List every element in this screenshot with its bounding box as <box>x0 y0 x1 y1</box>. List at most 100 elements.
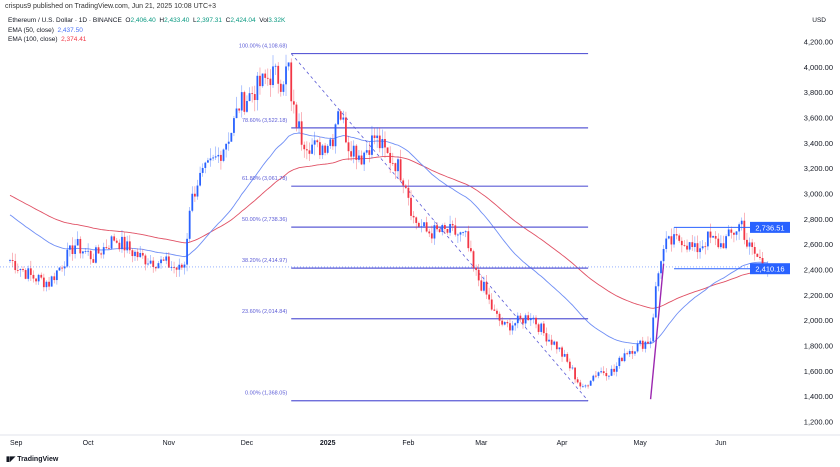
candle-body <box>24 270 27 279</box>
candle-body <box>53 276 56 281</box>
candle-body <box>326 145 329 153</box>
price-tick: 3,200.00 <box>804 164 833 173</box>
price-tick: 2,200.00 <box>804 291 833 300</box>
candle-body <box>136 251 139 258</box>
candle-body <box>581 386 584 388</box>
ema50-row[interactable]: EMA (50, close) 2,437.50 <box>8 26 285 36</box>
candle-body <box>662 248 665 262</box>
ema100-line <box>9 155 768 309</box>
candle-body <box>264 73 267 78</box>
candle-body <box>576 379 579 383</box>
candle-body <box>27 268 30 279</box>
candle-body <box>204 162 207 168</box>
candle-body <box>251 93 254 95</box>
ema50-value: 2,437.50 <box>57 26 83 34</box>
candle-body <box>180 264 183 268</box>
candle-body <box>483 281 485 291</box>
candle-body <box>66 249 69 267</box>
candle-body <box>667 236 670 239</box>
candle-body <box>308 150 311 154</box>
candle-body <box>756 253 759 257</box>
candle-body <box>459 232 462 235</box>
candle-body <box>162 259 165 261</box>
candle-body <box>402 180 405 186</box>
published-caption: crispus9 published on TradingView.com, J… <box>5 3 216 10</box>
candle-body <box>602 371 605 374</box>
candle-body <box>423 222 425 227</box>
candle-body <box>225 143 228 150</box>
candle-body <box>391 162 394 164</box>
candle-body <box>639 340 642 344</box>
candle-body <box>488 294 491 300</box>
candle-body <box>141 252 144 256</box>
candle-body <box>761 257 764 264</box>
candle-body <box>199 172 201 186</box>
candle-body <box>89 250 92 260</box>
ema100-value: 2,374.41 <box>61 36 87 43</box>
candle-body <box>100 253 103 255</box>
candle-body <box>167 256 170 268</box>
candle-body <box>329 139 332 146</box>
candle-body <box>19 268 22 271</box>
candle-body <box>212 157 215 159</box>
ema100-row[interactable]: EMA (100, close) 2,374.41 <box>8 35 285 45</box>
candle-body <box>733 232 735 235</box>
high-label: H <box>159 17 165 24</box>
candle-body <box>686 245 688 250</box>
candle-body <box>688 242 691 250</box>
candle-body <box>748 242 751 247</box>
candle-body <box>175 267 178 270</box>
fib-level-label: 61.80% (3,061.78) <box>242 176 287 182</box>
candle-body <box>282 84 285 92</box>
price-tick: 4,200.00 <box>804 38 833 47</box>
candle-body <box>71 245 74 254</box>
candle-body <box>730 229 733 233</box>
price-tick: 2,000.00 <box>804 316 833 325</box>
candle-body <box>706 231 709 247</box>
candle-body <box>358 155 360 160</box>
low-label: L <box>193 17 197 24</box>
candle-body <box>365 150 368 153</box>
symbol-row[interactable]: Ethereum / U.S. Dollar · 1D · BINANCE O2… <box>8 16 285 26</box>
candle-body <box>74 245 76 254</box>
candle-body <box>462 232 464 233</box>
candle-body <box>683 245 686 246</box>
candle-body <box>274 65 277 67</box>
candle-body <box>412 215 415 218</box>
candle-body <box>126 241 129 251</box>
candle-body <box>9 260 11 261</box>
candle-body <box>384 138 386 148</box>
candle-body <box>407 187 410 198</box>
candle-body <box>84 251 87 252</box>
candle-body <box>14 260 17 271</box>
candle-body <box>441 225 444 233</box>
volume-value: 3.32K <box>268 17 286 24</box>
candle-body <box>514 323 517 326</box>
candle-body <box>230 132 233 142</box>
candle-body <box>246 101 248 112</box>
price-badge <box>750 263 790 275</box>
candle-body <box>227 141 230 144</box>
currency-label: USD <box>812 17 826 24</box>
candle-body <box>29 268 32 275</box>
candle-body <box>553 341 556 345</box>
candle-body <box>37 274 40 282</box>
candle-body <box>87 250 90 252</box>
candle-body <box>266 77 269 79</box>
candle-body <box>378 135 381 149</box>
candle-body <box>428 231 431 234</box>
candle-body <box>376 135 379 139</box>
candle-body <box>537 324 540 332</box>
candle-body <box>631 351 634 354</box>
trend-line <box>649 263 665 400</box>
candle-body <box>665 238 668 249</box>
candle-body <box>11 260 14 261</box>
candle-body <box>696 243 699 253</box>
candle-body <box>675 234 678 236</box>
candle-body <box>467 231 470 249</box>
candle-body <box>399 159 402 181</box>
candle-body <box>131 250 134 257</box>
candle-body <box>334 124 337 147</box>
candle-body <box>238 108 241 111</box>
